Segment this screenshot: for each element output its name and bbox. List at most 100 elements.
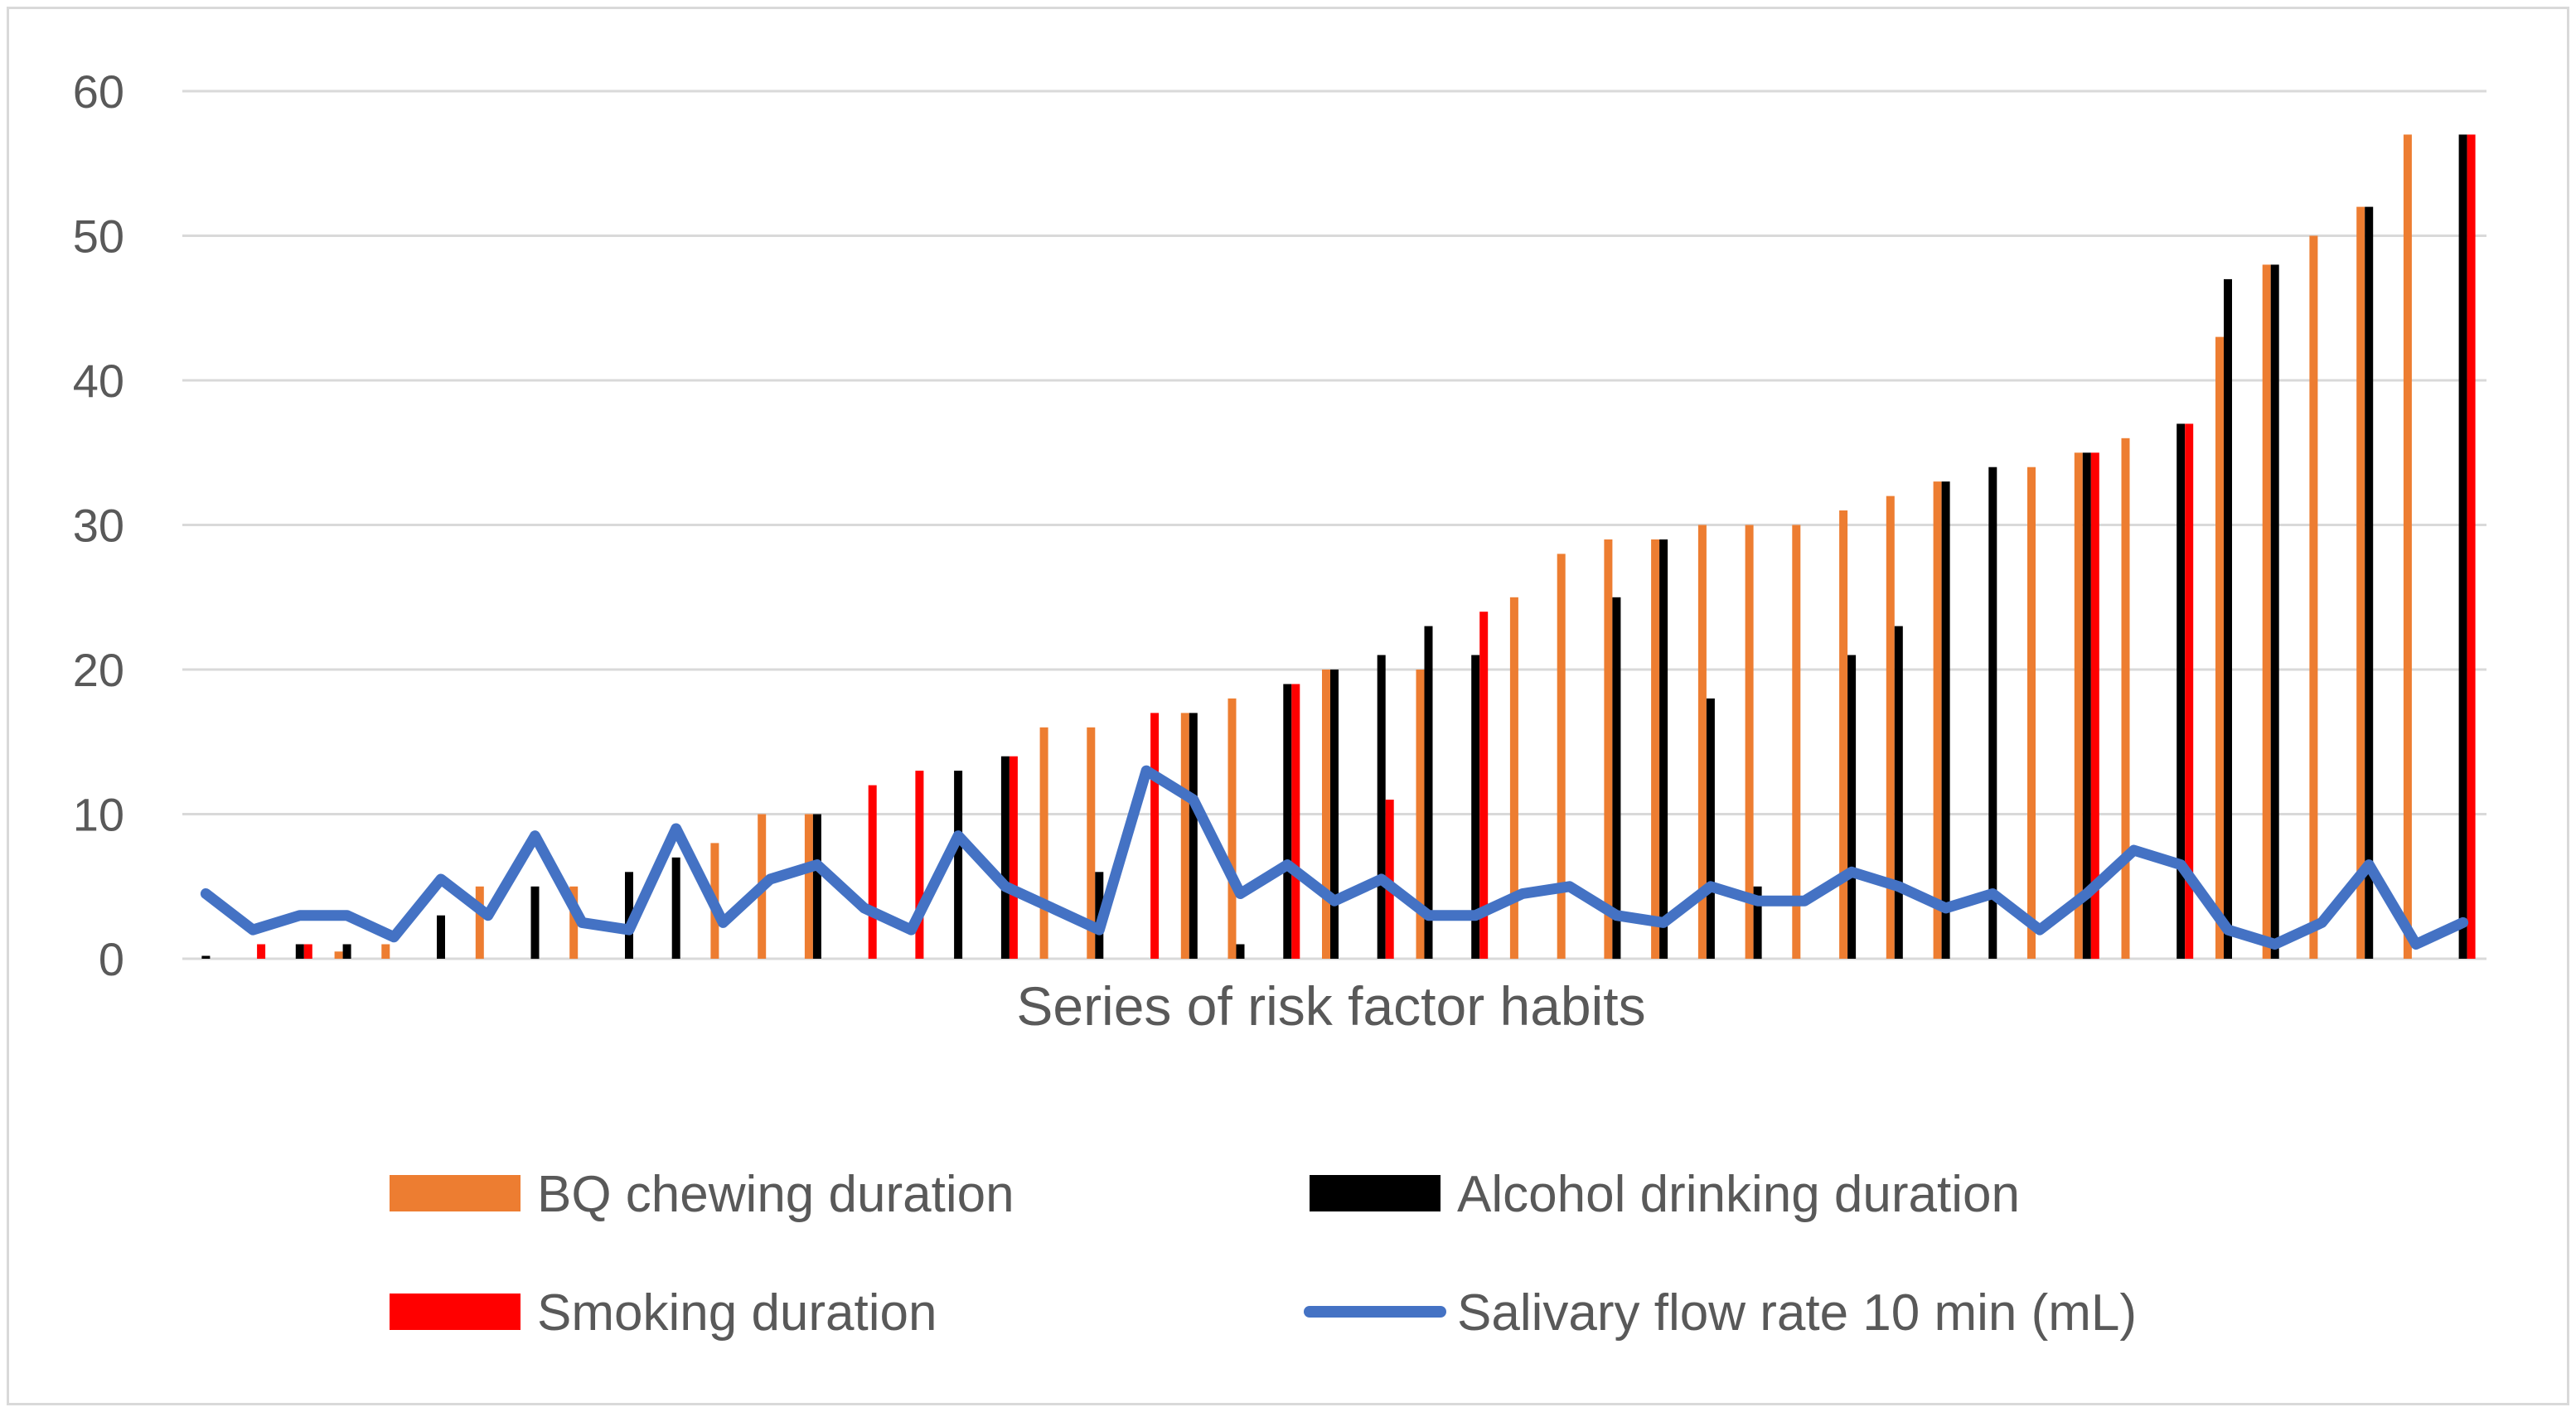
bar bbox=[569, 886, 579, 960]
bar bbox=[1697, 525, 1707, 959]
y-tick-label: 40 bbox=[73, 355, 124, 407]
bar bbox=[303, 944, 312, 959]
bar bbox=[1933, 481, 1942, 959]
bar bbox=[1894, 626, 1903, 959]
bar bbox=[1604, 539, 1613, 959]
legend-entry: Salivary flow rate 10 min (mL) bbox=[1304, 1284, 2137, 1342]
bar bbox=[1180, 713, 1189, 959]
bar bbox=[804, 814, 813, 959]
bar bbox=[342, 944, 351, 959]
bar bbox=[2215, 336, 2224, 960]
bar bbox=[1839, 510, 1848, 959]
bar bbox=[1557, 554, 1566, 959]
legend-label: Smoking duration bbox=[537, 1284, 937, 1342]
bar bbox=[1847, 655, 1857, 959]
bar bbox=[1706, 698, 1715, 959]
bar bbox=[2356, 206, 2365, 960]
bar bbox=[2027, 467, 2036, 959]
bar bbox=[1886, 496, 1895, 959]
bar bbox=[334, 951, 343, 959]
bar bbox=[530, 886, 540, 960]
bar bbox=[2309, 235, 2318, 959]
bar bbox=[1612, 597, 1621, 960]
bar bbox=[1283, 684, 1292, 959]
bar bbox=[1150, 713, 1160, 959]
bar bbox=[381, 944, 390, 959]
gridlines bbox=[182, 89, 2486, 960]
legend-entry: Alcohol drinking duration bbox=[1310, 1166, 2020, 1223]
bar bbox=[1753, 886, 1762, 960]
bar bbox=[201, 955, 211, 959]
bar bbox=[2090, 452, 2099, 960]
bar bbox=[1941, 481, 1950, 959]
bar bbox=[1659, 539, 1668, 959]
bar bbox=[1509, 597, 1518, 960]
salivary-flow-line bbox=[200, 765, 2469, 950]
bar bbox=[1792, 525, 1801, 959]
series-alcohol-drinking-duration bbox=[201, 134, 2467, 960]
bar bbox=[1424, 626, 1433, 959]
bar bbox=[2458, 134, 2467, 959]
bar bbox=[1330, 670, 1339, 959]
y-tick-label: 10 bbox=[73, 789, 124, 841]
bar bbox=[625, 872, 633, 959]
y-axis-tick-labels: 0 10 20 30 40 50 60 bbox=[73, 65, 124, 985]
bar bbox=[1000, 756, 1010, 959]
bar bbox=[2185, 423, 2194, 959]
bar bbox=[1651, 539, 1660, 959]
legend: BQ chewing duration Alcohol drinking dura… bbox=[390, 1166, 2137, 1342]
y-tick-label: 30 bbox=[73, 500, 124, 552]
y-tick-label: 20 bbox=[73, 644, 124, 696]
legend-swatch bbox=[390, 1175, 521, 1211]
legend-swatch bbox=[1310, 1175, 1441, 1211]
bar bbox=[1189, 713, 1198, 959]
bar bbox=[2121, 438, 2130, 959]
bar bbox=[295, 944, 304, 959]
bar bbox=[671, 857, 680, 959]
bar bbox=[257, 944, 266, 959]
legend-label: Alcohol drinking duration bbox=[1457, 1166, 2020, 1223]
bar bbox=[2177, 423, 2186, 959]
bar bbox=[2262, 264, 2271, 959]
bar bbox=[2082, 452, 2091, 960]
bar bbox=[1291, 684, 1300, 959]
bar bbox=[1471, 655, 1480, 959]
bar bbox=[1009, 756, 1018, 959]
bar bbox=[475, 886, 484, 960]
bar bbox=[1322, 670, 1330, 959]
series-smoking-duration bbox=[257, 134, 2476, 960]
bar bbox=[1745, 525, 1754, 959]
bar bbox=[1479, 612, 1489, 959]
bar bbox=[1039, 727, 1048, 959]
bar bbox=[915, 771, 924, 959]
legend-swatch bbox=[390, 1294, 521, 1330]
legend-label: Salivary flow rate 10 min (mL) bbox=[1457, 1284, 2137, 1342]
x-axis-title: Series of risk factor habits bbox=[1016, 975, 1645, 1037]
bar bbox=[1377, 655, 1386, 959]
bar bbox=[437, 915, 445, 959]
bar bbox=[812, 814, 821, 959]
bar bbox=[1988, 467, 1997, 959]
bar bbox=[2074, 452, 2083, 960]
bar bbox=[2467, 134, 2476, 959]
legend-entry: BQ chewing duration bbox=[390, 1166, 1014, 1223]
bar bbox=[1236, 944, 1245, 959]
salivary-flow-rate-line bbox=[200, 765, 2469, 950]
bar bbox=[868, 785, 877, 959]
bar bbox=[2270, 264, 2279, 959]
bar bbox=[1087, 727, 1096, 959]
bar bbox=[1227, 698, 1237, 959]
bar bbox=[2365, 206, 2374, 960]
legend-label: BQ chewing duration bbox=[537, 1166, 1014, 1223]
bar bbox=[2224, 278, 2232, 959]
series-bq-chewing-duration bbox=[334, 134, 2412, 960]
y-tick-label: 0 bbox=[99, 933, 124, 985]
legend-entry: Smoking duration bbox=[390, 1284, 937, 1342]
bar bbox=[1416, 670, 1425, 959]
bars bbox=[201, 134, 2476, 960]
bar bbox=[2403, 134, 2412, 959]
y-tick-label: 60 bbox=[73, 65, 124, 118]
y-tick-label: 50 bbox=[73, 210, 124, 263]
bar bbox=[954, 771, 963, 959]
